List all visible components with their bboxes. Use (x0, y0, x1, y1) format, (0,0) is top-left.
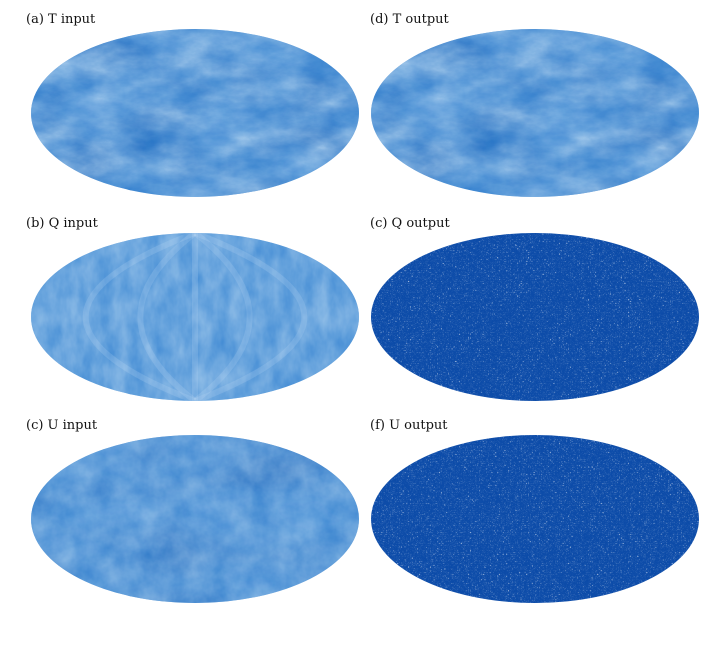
panel-label-t-output: (d) T output (370, 12, 449, 27)
panel-label-q-output: (c) Q output (370, 216, 450, 231)
panel-label-u-input: (c) U input (26, 418, 98, 433)
mollweide-map-u-output (371, 435, 699, 603)
panel-label-u-output: (f) U output (370, 418, 448, 433)
panel-label-t-input: (a) T input (26, 12, 96, 27)
mollweide-map-t-input (31, 29, 359, 197)
panel-label-q-input: (b) Q input (26, 216, 98, 231)
mollweide-map-q-output (371, 233, 699, 401)
mollweide-map-q-input (31, 233, 359, 401)
mollweide-map-u-input (31, 435, 359, 603)
mollweide-map-t-output (371, 29, 699, 197)
